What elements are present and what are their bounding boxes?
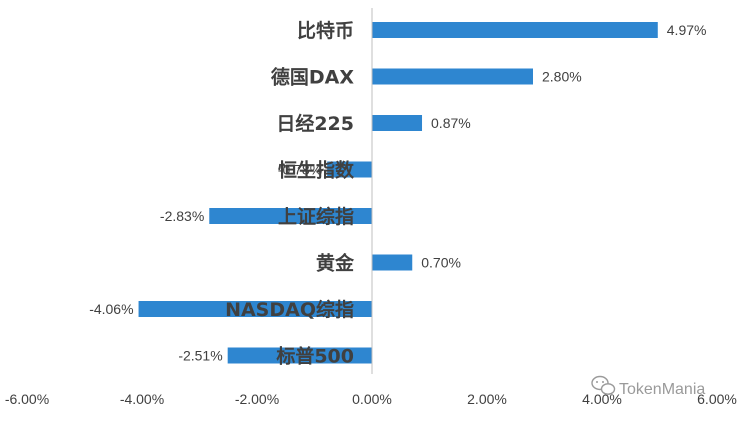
category-label-6: NASDAQ综指 <box>225 298 354 321</box>
value-label-5: 0.70% <box>421 255 461 271</box>
category-label-4: 上证综指 <box>278 205 354 228</box>
x-tick-label-2: -2.00% <box>235 391 279 407</box>
category-label-2: 日经225 <box>276 112 354 135</box>
wechat-icon <box>591 375 616 395</box>
category-label-0: 比特币 <box>297 20 354 42</box>
watermark-text: TokenMania <box>619 381 705 398</box>
x-tick-labels: -6.00% -4.00% -2.00% 0.00% 2.00% 4.00% 6.00% <box>5 391 737 407</box>
x-tick-label-0: -6.00% <box>5 391 49 407</box>
x-tick-label-4: 2.00% <box>467 391 507 407</box>
value-label-0: 4.97% <box>667 22 707 38</box>
x-tick-label-3: 0.00% <box>352 391 392 407</box>
category-label-1: 德国DAX <box>271 66 354 89</box>
category-label-5: 黄金 <box>316 252 355 275</box>
value-labels: 4.97% 2.80% 0.87% -0.78% -2.83% 0.70% -4.06% -2… <box>89 22 706 364</box>
category-label-3: 恒生指数 <box>278 159 355 182</box>
bar-5 <box>372 254 413 271</box>
value-label-3: -0.78% <box>278 162 322 178</box>
value-label-6: -4.06% <box>89 301 133 317</box>
bar-0 <box>372 22 658 38</box>
bar-4 <box>209 208 372 224</box>
bar-3 <box>327 161 372 178</box>
value-label-4: -2.83% <box>160 208 204 224</box>
value-label-1: 2.80% <box>542 69 582 85</box>
value-label-7: -2.51% <box>178 348 222 364</box>
bar-7 <box>227 347 372 364</box>
bar-2 <box>372 115 423 131</box>
watermark: TokenMania <box>591 375 705 398</box>
category-label-7: 标普500 <box>276 345 354 368</box>
bar-6 <box>138 301 372 317</box>
value-label-2: 0.87% <box>431 115 471 131</box>
bars-group <box>138 22 658 364</box>
x-tick-label-5: 4.00% <box>582 391 622 407</box>
bar-1 <box>372 68 533 85</box>
x-tick-label-1: -4.00% <box>120 391 164 407</box>
x-tick-label-6: 6.00% <box>697 391 737 407</box>
